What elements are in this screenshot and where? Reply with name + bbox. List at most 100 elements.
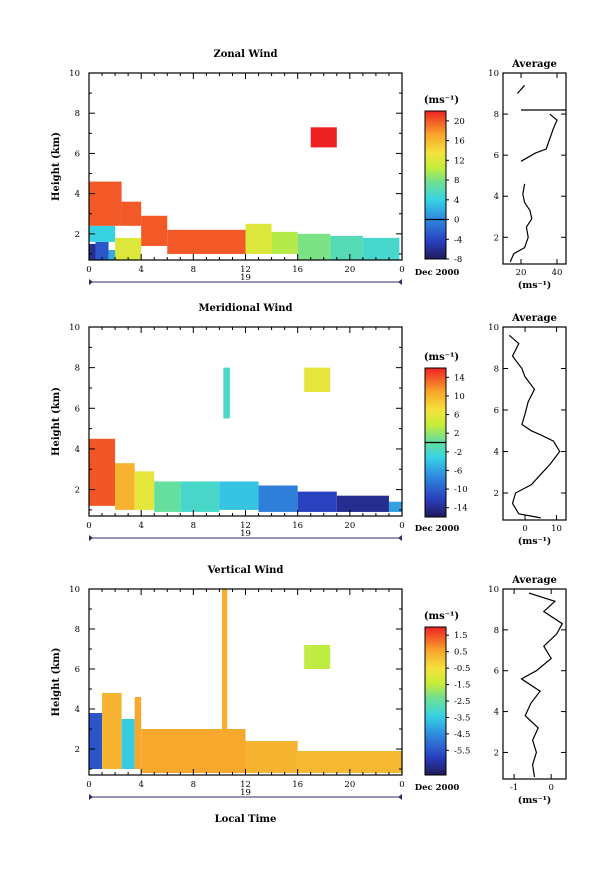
profile-line xyxy=(520,113,558,162)
profile-y-tick-label: 10 xyxy=(488,585,499,595)
heatmap-cell xyxy=(245,223,272,254)
y-tick-label: 4 xyxy=(75,705,80,715)
colorbar-label: (ms⁻¹) xyxy=(424,611,459,622)
profile-x-tick-label: -1 xyxy=(510,783,518,793)
profile-x-label: (ms⁻¹) xyxy=(518,536,552,547)
heatmap-cell xyxy=(167,229,246,254)
profile-y-tick-label: 2 xyxy=(494,233,499,243)
x-tick-label: 8 xyxy=(191,265,196,275)
x-tick-label: 0 xyxy=(86,521,91,531)
y-tick-label: 2 xyxy=(75,745,80,755)
profile-y-tick-label: 10 xyxy=(488,323,499,333)
x-tick-label: 4 xyxy=(138,521,143,531)
profile-x-label: (ms⁻¹) xyxy=(518,280,552,291)
colorbar xyxy=(425,111,446,259)
heatmap-cell xyxy=(362,237,400,260)
day-bar-start-arrow xyxy=(89,535,93,541)
y-tick-label: 8 xyxy=(75,625,80,635)
date-label: Dec 2000 xyxy=(415,524,460,534)
profile-x-tick-label: 40 xyxy=(552,268,563,278)
colorbar-tick-label: -3.5 xyxy=(454,713,470,723)
heatmap-cell xyxy=(297,491,337,512)
profile-title: Average xyxy=(511,313,557,324)
y-tick-label: 10 xyxy=(69,323,80,333)
colorbar-tick-label: 0.5 xyxy=(454,648,468,658)
x-tick-label: 12 xyxy=(240,521,251,531)
heatmap-cell xyxy=(336,495,389,512)
colorbar-tick-label: 6 xyxy=(454,411,459,421)
profile-x-tick-label: 0 xyxy=(522,524,527,534)
date-label: Dec 2000 xyxy=(415,268,460,278)
heatmap-cell xyxy=(271,231,298,254)
profile-y-tick-label: 4 xyxy=(494,708,499,718)
y-tick-label: 8 xyxy=(75,364,80,374)
heatmap-cell xyxy=(258,485,298,512)
x-tick-label: 16 xyxy=(292,521,303,531)
profile-title: Average xyxy=(511,59,557,70)
y-tick-label: 10 xyxy=(69,585,80,595)
date-label: Dec 2000 xyxy=(415,783,460,793)
heatmap-cell xyxy=(121,201,142,226)
heatmap-cells xyxy=(89,367,402,512)
heatmap-cell xyxy=(108,249,122,260)
profile-x-tick-label: 20 xyxy=(516,268,527,278)
colorbar-tick-label: 8 xyxy=(454,176,459,186)
x-tick-label: 12 xyxy=(240,265,251,275)
colorbar-frame xyxy=(424,110,447,260)
heatmap-cell xyxy=(304,367,331,393)
profile-line xyxy=(520,592,564,778)
colorbar-tick-label: -5.5 xyxy=(454,746,470,756)
colorbar-tick-label: -1.5 xyxy=(454,681,470,691)
colorbar-tick-label: -2.5 xyxy=(454,697,470,707)
profile-y-tick-label: 2 xyxy=(494,489,499,499)
profile-x-tick-label: 0 xyxy=(548,783,553,793)
colorbar-tick-label: -0.5 xyxy=(454,664,470,674)
x-tick-label: 0 xyxy=(86,780,91,790)
x-tick-label: 12 xyxy=(240,780,251,790)
y-tick-label: 2 xyxy=(75,230,80,240)
colorbar-tick-label: 1.5 xyxy=(454,631,468,641)
heatmap-cell xyxy=(134,697,142,769)
colorbar-label: (ms⁻¹) xyxy=(424,352,459,363)
x-tick-label: 20 xyxy=(344,780,355,790)
y-tick-label: 6 xyxy=(75,665,80,675)
heatmap-cell xyxy=(102,693,122,769)
profile-y-tick-label: 6 xyxy=(494,151,499,161)
colorbar-tick-label: 20 xyxy=(454,117,465,127)
colorbar-label: (ms⁻¹) xyxy=(424,95,459,106)
profile-y-tick-label: 8 xyxy=(494,626,499,636)
x-tick-label: 16 xyxy=(292,780,303,790)
x-tick-label: 4 xyxy=(138,265,143,275)
heatmap-cell xyxy=(115,463,135,510)
heatmap-cell xyxy=(330,235,363,260)
colorbar-tick-label: 14 xyxy=(454,373,465,383)
y-tick-label: 6 xyxy=(75,149,80,159)
heatmap-cell xyxy=(310,127,337,148)
x-tick-label: 0 xyxy=(86,265,91,275)
y-axis-label: Height (km) xyxy=(51,387,62,456)
heatmap-cell xyxy=(219,481,259,510)
heatmap-cell xyxy=(222,589,228,729)
heatmap-cell xyxy=(89,225,116,242)
x-tick-label: 8 xyxy=(191,521,196,531)
day-bar-end-arrow xyxy=(398,535,402,541)
y-tick-label: 2 xyxy=(75,486,80,496)
x-tick-label: 16 xyxy=(292,265,303,275)
x-tick-label: 4 xyxy=(138,780,143,790)
heatmap-cell xyxy=(134,471,155,510)
colorbar-tick-label: 0 xyxy=(454,216,459,226)
colorbar-tick-label: 4 xyxy=(454,196,459,206)
heatmap-cell xyxy=(297,751,402,773)
x-tick-label: 20 xyxy=(344,265,355,275)
heatmap-cells xyxy=(89,589,402,773)
heatmap-cell xyxy=(297,233,331,260)
day-bar-start-arrow xyxy=(89,794,93,800)
day-label: 19 xyxy=(240,273,251,283)
profile-y-tick-label: 4 xyxy=(494,192,499,202)
day-bar-start-arrow xyxy=(89,279,93,285)
y-tick-label: 6 xyxy=(75,404,80,414)
y-tick-label: 4 xyxy=(75,445,80,455)
x-tick-label: 20 xyxy=(344,521,355,531)
